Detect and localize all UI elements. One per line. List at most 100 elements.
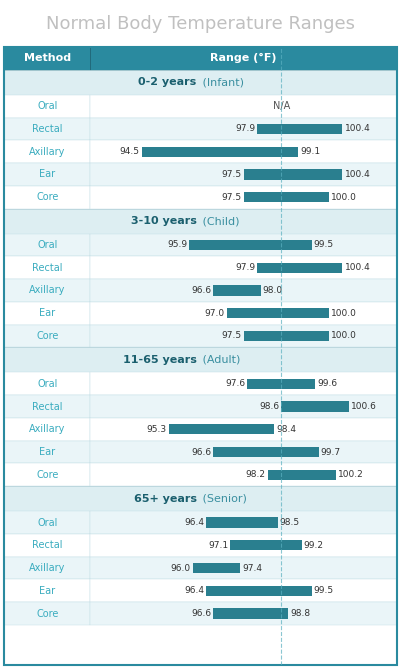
Bar — [206, 517, 278, 528]
Bar — [4, 208, 397, 234]
Bar — [4, 441, 91, 464]
Text: Ear: Ear — [39, 308, 55, 319]
Text: 96.4: 96.4 — [184, 586, 204, 595]
Text: (Infant): (Infant) — [198, 77, 243, 87]
Text: 96.6: 96.6 — [191, 286, 211, 295]
Bar — [281, 401, 349, 412]
Bar — [4, 602, 91, 625]
Text: 98.2: 98.2 — [245, 470, 265, 479]
Text: Rectal: Rectal — [32, 540, 63, 550]
Text: Ear: Ear — [39, 447, 55, 457]
Text: 96.6: 96.6 — [191, 448, 211, 456]
Text: Rectal: Rectal — [32, 401, 63, 411]
Text: (Adult): (Adult) — [198, 355, 240, 365]
Bar — [4, 70, 397, 95]
Text: (Child): (Child) — [198, 216, 239, 226]
Bar — [257, 263, 342, 273]
Bar — [4, 395, 91, 418]
Bar — [91, 163, 397, 186]
Text: 97.4: 97.4 — [242, 564, 262, 573]
Bar — [4, 163, 91, 186]
Bar — [4, 511, 91, 534]
Text: Rectal: Rectal — [32, 124, 63, 134]
Bar — [213, 286, 261, 296]
Bar — [189, 240, 312, 250]
Text: Axillary: Axillary — [29, 424, 65, 434]
Bar — [4, 186, 91, 208]
Text: Axillary: Axillary — [29, 286, 65, 296]
Bar — [91, 234, 397, 256]
Bar — [4, 256, 91, 279]
Bar — [247, 378, 315, 389]
Bar — [91, 325, 397, 347]
Text: 96.6: 96.6 — [191, 609, 211, 618]
Bar — [91, 556, 397, 579]
Bar — [91, 118, 397, 140]
Text: Range (°F): Range (°F) — [211, 53, 277, 63]
Bar — [142, 146, 298, 157]
Bar — [91, 372, 397, 395]
Text: Method: Method — [24, 53, 71, 63]
Text: Oral: Oral — [37, 379, 57, 389]
Text: 100.2: 100.2 — [338, 470, 363, 479]
Text: Axillary: Axillary — [29, 563, 65, 573]
Bar — [4, 347, 397, 372]
Bar — [4, 279, 91, 302]
Bar — [4, 556, 91, 579]
Text: 99.2: 99.2 — [304, 541, 324, 550]
Bar — [91, 186, 397, 208]
Bar — [257, 124, 342, 134]
Bar — [91, 534, 397, 556]
Text: 97.6: 97.6 — [225, 379, 245, 388]
Text: 95.3: 95.3 — [147, 425, 167, 433]
Text: 98.0: 98.0 — [263, 286, 283, 295]
Text: 99.6: 99.6 — [317, 379, 337, 388]
Bar — [244, 331, 329, 341]
Bar — [91, 602, 397, 625]
Text: Ear: Ear — [39, 169, 55, 179]
Bar — [4, 302, 91, 325]
Text: 100.4: 100.4 — [344, 263, 370, 272]
Bar — [192, 563, 240, 573]
Text: Rectal: Rectal — [32, 263, 63, 273]
Text: 97.9: 97.9 — [235, 263, 255, 272]
Bar — [169, 424, 274, 434]
Text: 97.0: 97.0 — [205, 308, 225, 318]
Bar — [91, 279, 397, 302]
Bar — [4, 118, 91, 140]
Bar — [91, 464, 397, 486]
Text: 65+ years: 65+ years — [134, 494, 196, 503]
Bar — [4, 486, 397, 511]
Text: Normal Body Temperature Ranges: Normal Body Temperature Ranges — [46, 15, 355, 32]
Text: 11-65 years: 11-65 years — [123, 355, 196, 365]
Bar — [267, 470, 336, 480]
Text: 97.9: 97.9 — [235, 124, 255, 134]
Bar — [4, 234, 91, 256]
Bar — [213, 447, 319, 457]
Text: 100.0: 100.0 — [331, 193, 357, 202]
Text: 99.7: 99.7 — [321, 448, 341, 456]
Bar — [4, 47, 91, 70]
Bar — [4, 579, 91, 602]
Text: 3-10 years: 3-10 years — [131, 216, 196, 226]
Text: 95.9: 95.9 — [167, 241, 187, 249]
Text: Oral: Oral — [37, 101, 57, 111]
Text: 100.0: 100.0 — [331, 331, 357, 341]
Bar — [4, 534, 91, 556]
Text: Core: Core — [36, 470, 59, 480]
Text: 99.5: 99.5 — [314, 586, 334, 595]
Bar — [91, 418, 397, 441]
Bar — [230, 540, 302, 550]
Bar — [4, 418, 91, 441]
Text: (Senior): (Senior) — [198, 494, 246, 503]
Text: 97.5: 97.5 — [222, 331, 242, 341]
Bar — [4, 372, 91, 395]
Text: 96.0: 96.0 — [170, 564, 191, 573]
Text: Oral: Oral — [37, 240, 57, 250]
Bar — [244, 169, 342, 179]
Text: Core: Core — [36, 331, 59, 341]
Text: 0-2 years: 0-2 years — [138, 77, 196, 87]
Text: 99.1: 99.1 — [300, 147, 320, 156]
Bar — [206, 586, 312, 596]
Text: 97.5: 97.5 — [222, 193, 242, 202]
